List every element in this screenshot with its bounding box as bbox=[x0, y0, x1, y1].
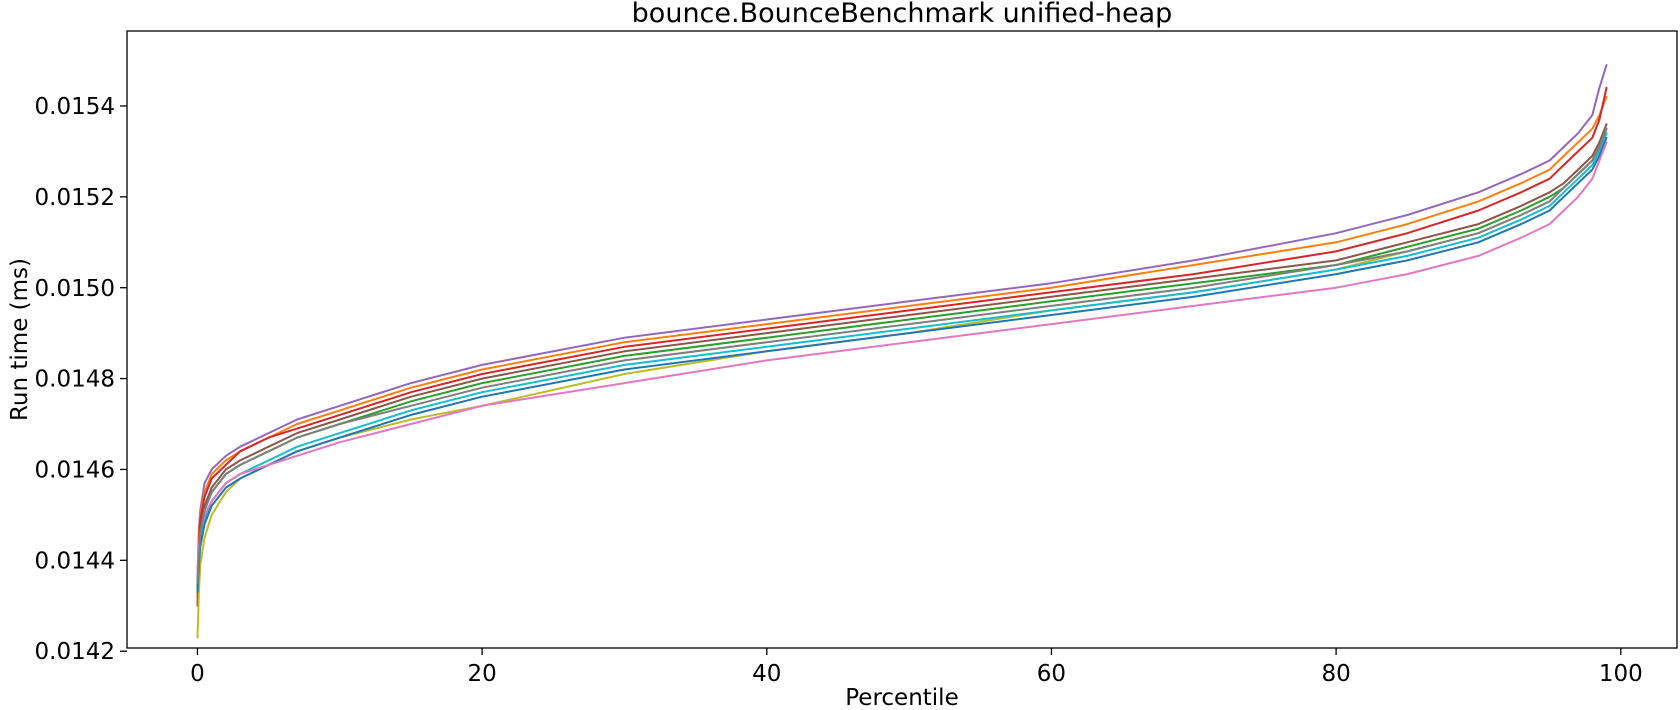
y-tick-label: 0.0144 bbox=[35, 548, 115, 574]
x-tick-label: 0 bbox=[190, 661, 205, 687]
y-tick-label: 0.0154 bbox=[35, 94, 115, 120]
x-tick-label: 20 bbox=[467, 661, 496, 687]
y-tick-label: 0.0152 bbox=[35, 185, 115, 211]
plot-frame bbox=[126, 30, 1678, 649]
series-line-8 bbox=[196, 136, 1608, 594]
y-axis-label: Run time (ms) bbox=[7, 258, 33, 421]
series-line-2 bbox=[196, 95, 1608, 598]
x-axis: 0 20 40 60 80 100 bbox=[190, 648, 1643, 687]
x-tick-label: 40 bbox=[752, 661, 781, 687]
series-line-4 bbox=[196, 123, 1608, 589]
plot-area bbox=[196, 64, 1608, 639]
series-line-1 bbox=[196, 64, 1608, 580]
x-tick-label: 100 bbox=[1599, 661, 1643, 687]
series-line-5 bbox=[196, 127, 1608, 594]
series-line-3 bbox=[196, 86, 1608, 607]
y-tick-label: 0.0150 bbox=[35, 276, 115, 302]
series-line-10 bbox=[196, 127, 1608, 584]
y-tick-label: 0.0146 bbox=[35, 457, 115, 483]
chart-title: bounce.BounceBenchmark unified-heap bbox=[632, 0, 1173, 29]
x-tick-label: 60 bbox=[1037, 661, 1066, 687]
series-line-7 bbox=[196, 132, 1608, 584]
x-tick-label: 80 bbox=[1321, 661, 1350, 687]
series-line-9 bbox=[196, 141, 1608, 571]
x-axis-label: Percentile bbox=[845, 685, 958, 710]
y-tick-label: 0.0142 bbox=[35, 639, 115, 665]
y-tick-label: 0.0148 bbox=[35, 367, 115, 393]
y-axis: 0.0142 0.0144 0.0146 0.0148 0.0150 0.0152 0.01… bbox=[35, 94, 127, 665]
